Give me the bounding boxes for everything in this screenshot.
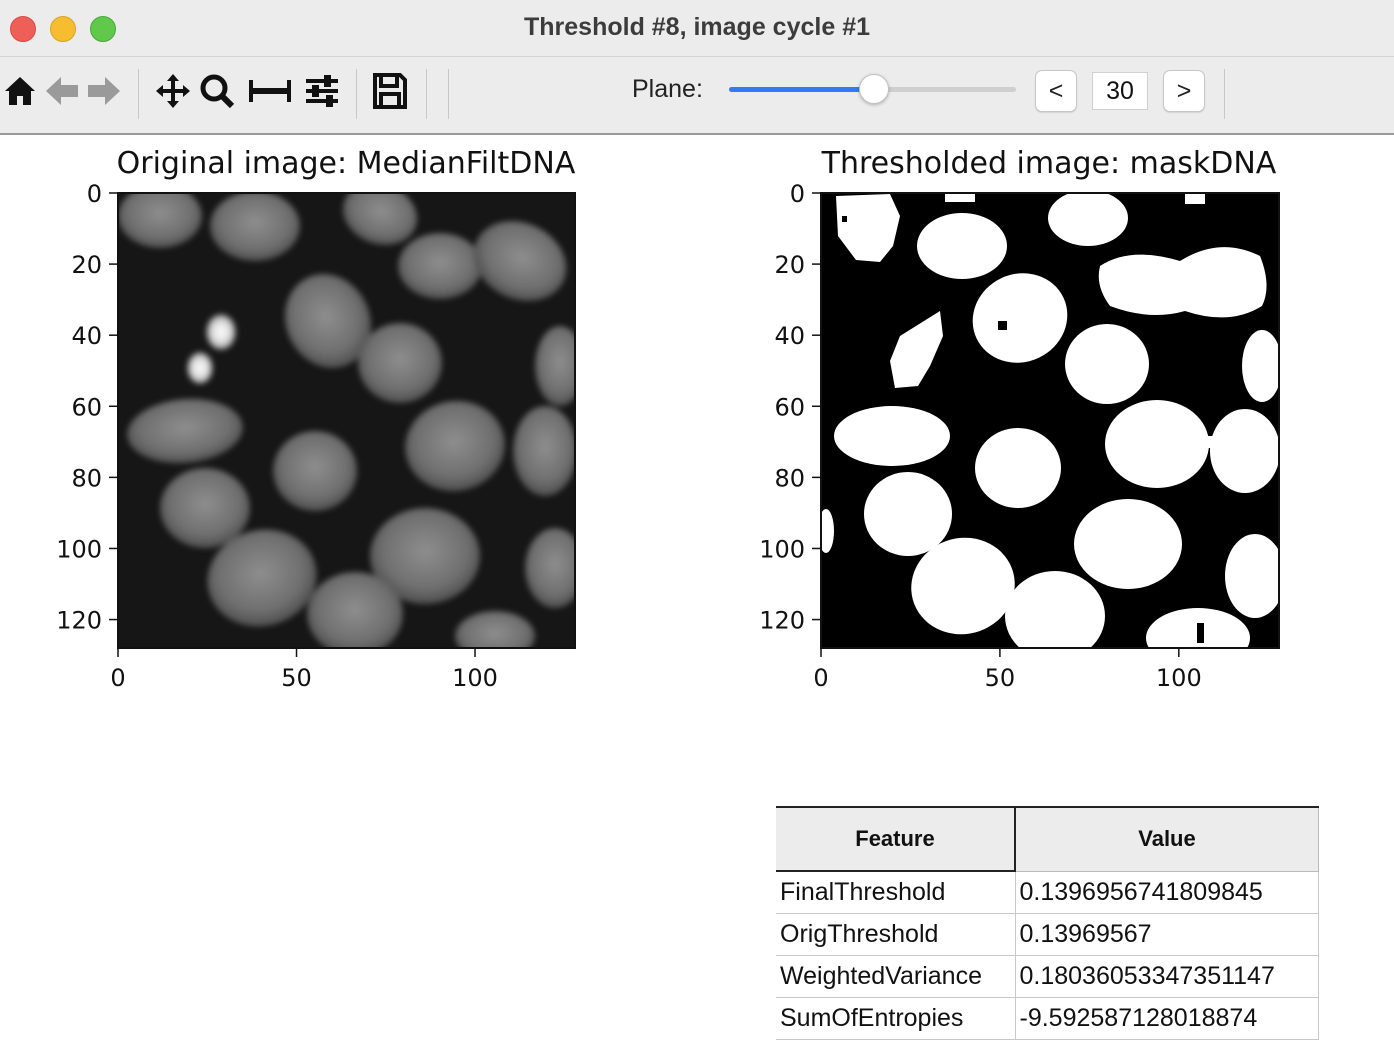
feature-cell: SumOfEntropies: [776, 997, 1016, 1040]
x-tick-label: 50: [985, 664, 1016, 692]
plane-number-field[interactable]: 30: [1092, 72, 1148, 110]
window-title: Threshold #8, image cycle #1: [524, 13, 870, 41]
y-tick-label: 20: [71, 251, 102, 279]
feature-cell: FinalThreshold: [776, 871, 1016, 914]
y-tick-label: 80: [71, 464, 102, 492]
previous-plane-button[interactable]: <: [1035, 70, 1077, 112]
y-tick-label: 60: [774, 393, 805, 421]
x-tick-label: 0: [813, 664, 828, 692]
toolbar-separator: [1224, 69, 1225, 119]
original-image-frame: [117, 192, 576, 649]
plane-slider[interactable]: [729, 74, 1016, 104]
y-tick-label: 40: [71, 322, 102, 350]
configure-icon[interactable]: [302, 71, 342, 111]
original-image-axes: 0 50 100 0 20 40 60 80 100 120: [56, 180, 498, 692]
toolbar-separator: [138, 69, 139, 119]
table-row[interactable]: SumOfEntropies -9.592587128018874: [776, 997, 1319, 1040]
pan-icon[interactable]: [154, 71, 192, 111]
subplots-icon[interactable]: [246, 71, 294, 111]
y-tick-label: 60: [71, 393, 102, 421]
y-tick-label: 0: [87, 180, 102, 208]
save-icon[interactable]: [370, 71, 410, 111]
table-row[interactable]: WeightedVariance 0.18036053347351147: [776, 955, 1319, 998]
thresholded-image-frame: [820, 192, 1280, 649]
next-plane-button[interactable]: >: [1163, 70, 1205, 112]
back-arrow-icon[interactable]: [44, 71, 80, 111]
feature-cell: WeightedVariance: [776, 955, 1016, 998]
maximize-window-button[interactable]: [90, 16, 116, 42]
thresholded-image-plot: Thresholded image: maskDNA: [759, 146, 1280, 692]
x-tick-label: 0: [110, 664, 125, 692]
y-tick-label: 0: [790, 180, 805, 208]
forward-arrow-icon[interactable]: [86, 71, 122, 111]
table-row[interactable]: OrigThreshold 0.13969567: [776, 913, 1319, 956]
table-header-row: Feature Value: [776, 806, 1319, 872]
toolbar-separator: [356, 69, 357, 119]
feature-cell: OrigThreshold: [776, 913, 1016, 956]
plane-slider-fill: [729, 87, 873, 92]
minimize-window-button[interactable]: [50, 16, 76, 42]
y-tick-label: 100: [56, 535, 102, 563]
feature-column-header[interactable]: Feature: [776, 806, 1016, 872]
value-cell: -9.592587128018874: [1015, 997, 1319, 1040]
x-tick-label: 100: [452, 664, 498, 692]
close-window-button[interactable]: [10, 16, 36, 42]
value-cell: 0.1396956741809845: [1015, 871, 1319, 914]
plane-label: Plane:: [632, 75, 703, 103]
thresholded-mask: [821, 193, 1279, 648]
original-image-title: Original image: MedianFiltDNA: [117, 146, 576, 181]
original-image-plot: Original image: MedianFiltDNA: [56, 146, 576, 692]
table-row[interactable]: FinalThreshold 0.1396956741809845: [776, 871, 1319, 914]
y-tick-label: 80: [774, 464, 805, 492]
y-tick-label: 40: [774, 322, 805, 350]
toolbar-separator: [426, 69, 427, 119]
toolbar-separator: [448, 69, 449, 119]
y-tick-label: 120: [759, 607, 805, 635]
y-tick-label: 100: [759, 535, 805, 563]
zoom-icon[interactable]: [198, 71, 236, 111]
x-tick-label: 100: [1156, 664, 1202, 692]
home-icon[interactable]: [2, 71, 38, 111]
feature-table: Feature Value FinalThreshold 0.139695674…: [776, 806, 1319, 1040]
value-column-header[interactable]: Value: [1015, 806, 1319, 872]
thresholded-image-axes: 0 50 100 0 20 40 60 80 100 120: [759, 180, 1202, 692]
y-tick-label: 120: [56, 607, 102, 635]
thresholded-image-title: Thresholded image: maskDNA: [821, 146, 1277, 181]
value-cell: 0.13969567: [1015, 913, 1319, 956]
title-bar: Threshold #8, image cycle #1: [0, 0, 1394, 57]
plane-slider-thumb[interactable]: [858, 74, 889, 104]
x-tick-label: 50: [281, 664, 312, 692]
original-image: [118, 193, 575, 648]
value-cell: 0.18036053347351147: [1015, 955, 1319, 998]
y-tick-label: 20: [774, 251, 805, 279]
toolbar: Plane: < 30 >: [0, 57, 1394, 135]
figure-canvas: Original image: MedianFiltDNA: [56, 146, 1280, 692]
